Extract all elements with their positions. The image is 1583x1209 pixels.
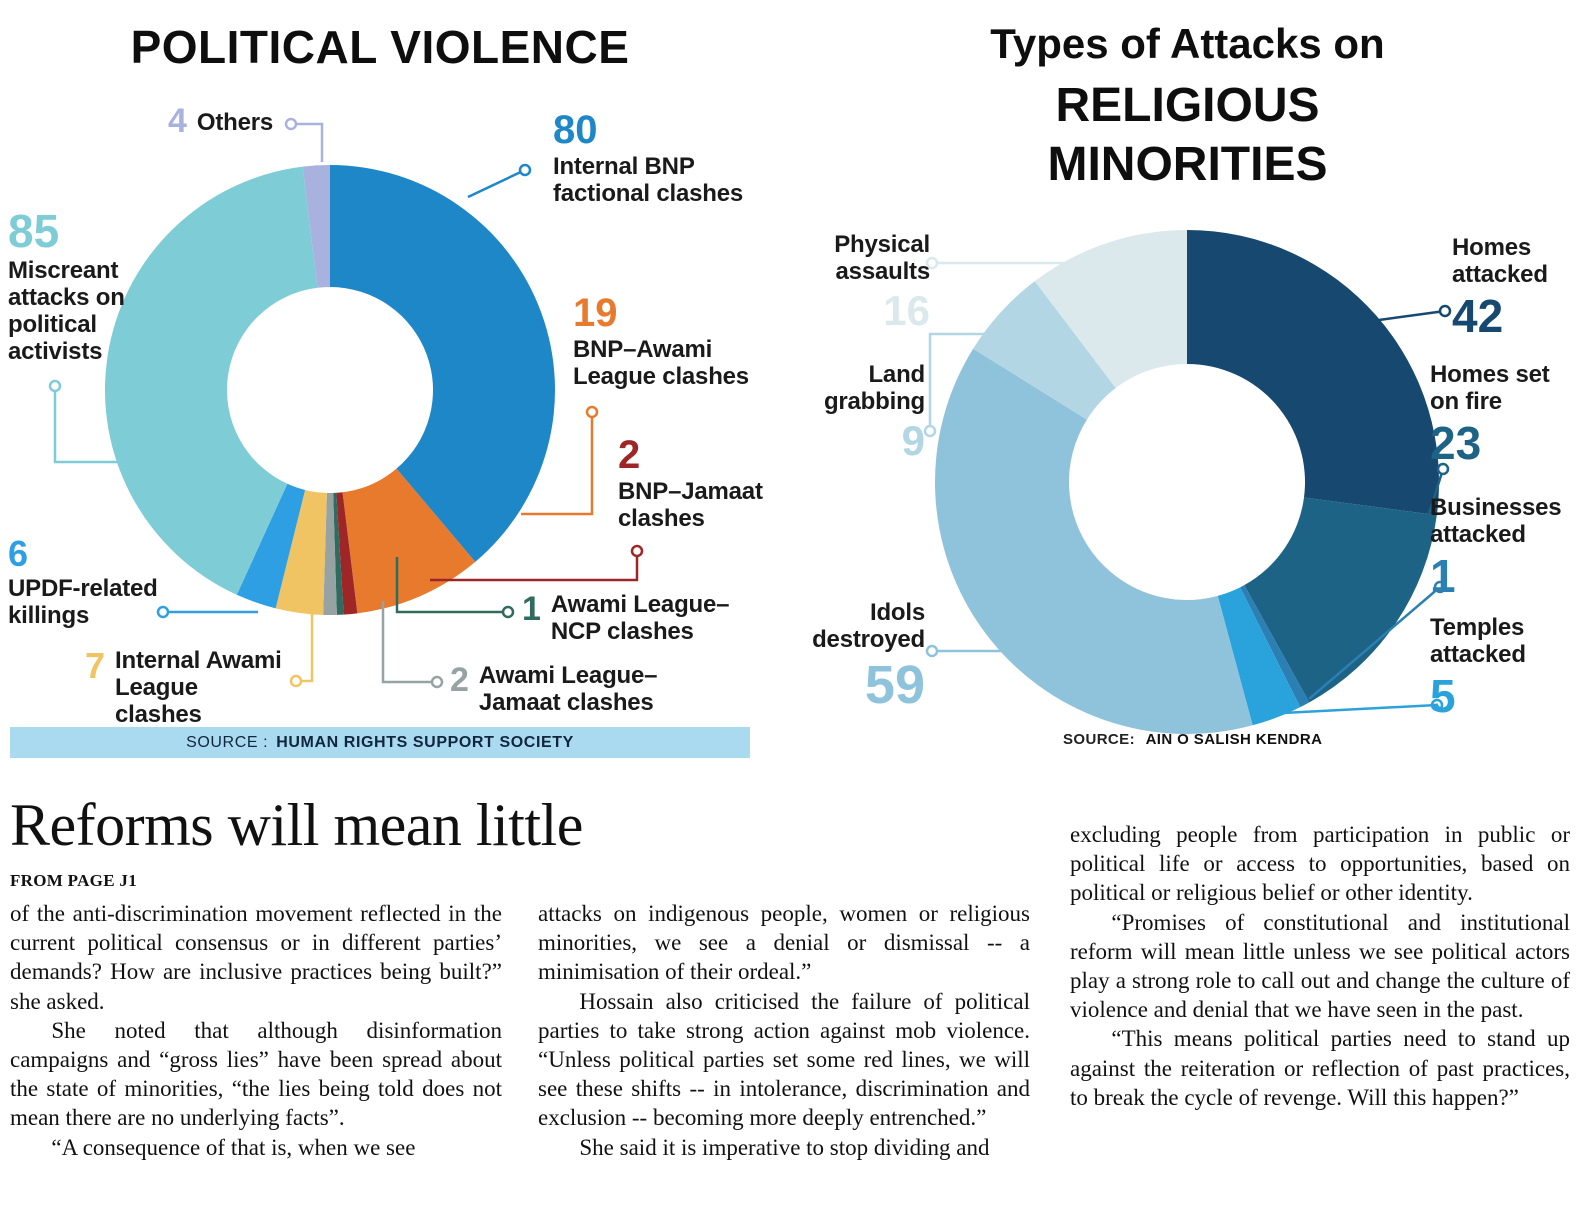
donut-segment-bnp-jamaat (336, 492, 358, 615)
callout-internal-bnp: 80 Internal BNP factional clashes (553, 110, 763, 208)
callout-miscreant: 85 Miscreant attacks on political activi… (8, 208, 148, 366)
label-idols-destroyed: Idols destroyed (812, 599, 925, 653)
label-internal-awami: Internal Awami League clashes (115, 647, 282, 728)
leader-dot-bnp-jamaat (630, 544, 644, 558)
article-kicker: FROM PAGE J1 (10, 871, 137, 890)
paragraph: excluding people from participation in p… (1070, 822, 1570, 906)
donut-segment-internal-awami-league (275, 489, 327, 615)
label-temples: Temples attacked (1430, 614, 1526, 668)
donut-segment-homes-attacked (1187, 230, 1440, 516)
leader-dot-others (284, 117, 298, 131)
value-homes-fire: 23 (1430, 416, 1482, 469)
label-physical-assaults: Physical assaults (834, 231, 930, 285)
label-homes-attacked: Homes attacked (1452, 234, 1548, 288)
callout-al-jamaat: 2 Awami League–Jamaat clashes (450, 661, 669, 717)
callout-homes-fire: Homes set on fire 23 (1430, 361, 1570, 469)
donut-segment-internal-bnp (330, 165, 556, 562)
paragraph: of the anti-discrimination movement refl… (10, 901, 502, 1014)
label-al-ncp: Awami League–NCP clashes (550, 591, 730, 645)
paragraph: She noted that although disinformation c… (10, 1017, 502, 1131)
label-al-jamaat: Awami League–Jamaat clashes (478, 662, 658, 716)
article-column-3: excluding people from participation in p… (1070, 795, 1570, 1162)
callout-land-grabbing: Land grabbing 9 (815, 361, 925, 464)
callout-al-ncp: 1 Awami League–NCP clashes (522, 590, 741, 646)
article-columns-1-2: of the anti-discrimination movement refl… (10, 899, 1030, 1162)
paragraph: attacks on indigenous people, women or r… (538, 901, 1030, 985)
paragraph: She said it is imperative to stop dividi… (579, 1134, 990, 1160)
article: Reforms will mean little FROM PAGE J1 of… (10, 795, 1573, 1162)
right-source-name: AIN O SALISH KENDRA (1145, 731, 1323, 748)
label-miscreant: Miscreant attacks on political activists (8, 257, 125, 365)
label-bnp-awami: BNP–Awami League clashes (573, 336, 749, 390)
callout-idols-destroyed: Idols destroyed 59 (800, 599, 925, 715)
donut-segment-miscreant (104, 166, 318, 595)
article-column-2: attacks on indigenous people, women or r… (538, 899, 1030, 1162)
donut-segment-awami-league-ncp (333, 492, 344, 615)
callout-updf: 6 UPDF-related killings (8, 536, 158, 630)
callout-temples: Temples attacked 5 (1430, 614, 1565, 722)
leader-dot-al-jamaat (430, 675, 444, 689)
paragraph: “Promises of constitutional and institut… (1070, 909, 1570, 1023)
value-land-grabbing: 9 (901, 416, 925, 464)
left-source-bar: SOURCE : HUMAN RIGHTS SUPPORT SOCIETY (10, 727, 750, 758)
value-bnp-jamaat: 2 (618, 433, 641, 477)
callout-bnp-jamaat: 2 BNP–Jamaat clashes (618, 435, 763, 533)
value-temples: 5 (1430, 669, 1456, 722)
value-physical-assaults: 16 (883, 286, 930, 334)
article-column-1: of the anti-discrimination movement refl… (10, 899, 502, 1162)
religious-minorities-donut-chart (935, 230, 1440, 734)
title-line-1: Types of Attacks on (990, 20, 1385, 67)
donut-segment-physical-assaults (1034, 230, 1187, 388)
leader-dot-miscreant (48, 379, 62, 393)
value-al-ncp: 1 (522, 590, 541, 628)
leader-dot-internal-awami (289, 674, 303, 688)
donut-segment-land-grabbing (973, 281, 1116, 420)
value-businesses: 1 (1430, 549, 1456, 602)
donut-segment-others (302, 165, 330, 288)
value-miscreant: 85 (8, 205, 60, 257)
value-bnp-awami: 19 (573, 291, 618, 335)
callout-internal-awami: 7 Internal Awami League clashes (85, 645, 290, 729)
leader-dot-bnp-awami (585, 405, 599, 419)
left-source-name: HUMAN RIGHTS SUPPORT SOCIETY (276, 733, 574, 751)
donut-segment-temples-attacked (1217, 587, 1301, 726)
title-line-2: RELIGIOUS (1055, 79, 1320, 132)
paragraph: “This means political parties need to st… (1070, 1026, 1570, 1110)
callout-others: 4 Others (168, 104, 273, 138)
donut-segment-updf (236, 483, 306, 609)
callout-bnp-awami: 19 BNP–Awami League clashes (573, 293, 753, 391)
value-homes-attacked: 42 (1452, 289, 1504, 342)
donut-segment-businesses-attacked (1240, 585, 1310, 708)
article-headline: Reforms will mean little (10, 792, 583, 858)
callout-homes-attacked: Homes attacked 42 (1452, 234, 1582, 342)
label-bnp-jamaat: BNP–Jamaat clashes (618, 478, 763, 532)
label-updf: UPDF-related killings (8, 575, 158, 629)
label-internal-bnp: Internal BNP factional clashes (553, 153, 744, 207)
label-others: Others (196, 109, 274, 136)
label-land-grabbing: Land grabbing (823, 361, 925, 415)
article-left-block: Reforms will mean little FROM PAGE J1 of… (10, 795, 1030, 1162)
title-line-3: MINORITIES (1047, 138, 1328, 191)
callout-physical-assaults: Physical assaults 16 (812, 231, 930, 334)
value-internal-bnp: 80 (553, 108, 598, 152)
donut-segment-awami-league-jamaat (323, 492, 337, 616)
right-source-prefix: SOURCE: (1063, 731, 1135, 748)
religious-minorities-title: Types of Attacks on RELIGIOUS MINORITIES (900, 20, 1475, 192)
callout-businesses: Businesses attacked 1 (1430, 494, 1570, 602)
value-others: 4 (168, 102, 187, 140)
paragraph: Hossain also criticised the failure of p… (538, 988, 1030, 1131)
value-al-jamaat: 2 (450, 661, 469, 699)
paragraph: “A consequence of that is, when we see (51, 1134, 416, 1160)
label-homes-fire: Homes set on fire (1430, 361, 1550, 415)
political-violence-title: POLITICAL VIOLENCE (130, 21, 630, 73)
left-source-prefix: SOURCE : (186, 733, 269, 751)
political-violence-donut-chart (104, 165, 556, 616)
donut-segment-idols-destroyed (935, 348, 1253, 734)
label-businesses: Businesses attacked (1430, 494, 1562, 548)
value-updf: 6 (8, 533, 29, 574)
value-internal-awami: 7 (85, 645, 106, 686)
value-idols-destroyed: 59 (864, 654, 925, 715)
right-source: SOURCE: AIN O SALISH KENDRA (1063, 731, 1322, 748)
